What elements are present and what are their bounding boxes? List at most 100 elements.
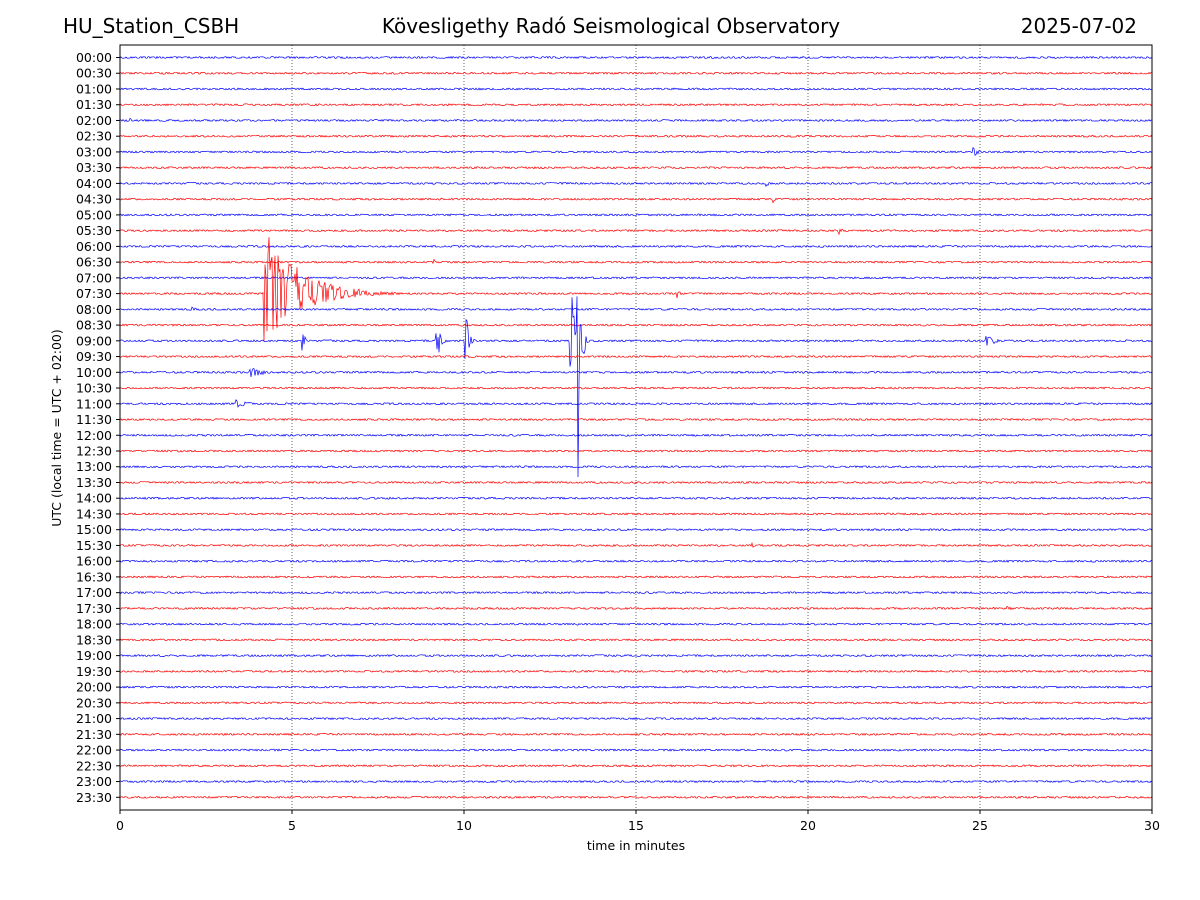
y-axis-ticks: 00:0000:3001:0001:3002:0002:3003:0003:30… [76,50,120,805]
trace-1100 [119,399,1153,408]
trace-0200 [119,117,1153,123]
trace-1630 [119,575,1153,579]
trace-2130 [119,732,1153,736]
trace-0330 [119,166,1153,170]
y-tick-label: 20:30 [76,695,112,710]
trace-1800 [120,622,1153,626]
trace-1930 [119,669,1153,673]
y-tick-label: 03:00 [76,144,112,159]
y-tick-label: 00:00 [76,50,112,65]
x-tick-label: 30 [1144,818,1160,833]
y-tick-label: 03:30 [76,160,112,175]
trace-0630 [120,258,1153,265]
y-tick-label: 14:00 [76,491,112,506]
x-tick-label: 25 [972,818,988,833]
x-tick-label: 20 [800,818,816,833]
trace-1430 [119,512,1152,516]
y-tick-label: 21:00 [76,711,112,726]
trace-2200 [119,748,1153,752]
trace-0100 [119,87,1153,91]
y-tick-label: 13:30 [76,475,112,490]
trace-1730 [120,605,1153,611]
y-tick-label: 02:30 [76,129,112,144]
y-tick-label: 19:30 [76,664,112,679]
y-tick-label: 12:30 [76,444,112,459]
trace-1130 [119,417,1153,422]
trace-1830 [119,638,1153,642]
y-tick-label: 09:00 [76,333,112,348]
trace-1200 [119,433,1153,437]
y-tick-label: 05:30 [76,223,112,238]
x-tick-label: 0 [116,818,124,833]
trace-2230 [119,764,1153,768]
trace-0500 [119,213,1153,217]
trace-2300 [119,779,1153,784]
trace-1500 [119,528,1153,532]
y-tick-label: 04:00 [76,176,112,191]
y-tick-label: 07:00 [76,270,112,285]
trace-0230 [119,134,1153,138]
trace-1900 [119,653,1152,658]
y-tick-label: 12:00 [76,428,112,443]
y-tick-label: 20:00 [76,680,112,695]
x-tick-label: 5 [288,818,296,833]
trace-0800 [120,306,1153,311]
y-tick-label: 07:30 [76,286,112,301]
x-axis-label: time in minutes [587,838,685,853]
trace-0300 [119,147,1153,156]
trace-1030 [119,386,1153,390]
trace-0930 [119,355,1153,359]
y-tick-label: 18:00 [76,617,112,632]
y-tick-label: 17:30 [76,601,112,616]
y-tick-label: 23:30 [76,790,112,805]
trace-1600 [119,559,1153,563]
y-tick-label: 21:30 [76,727,112,742]
trace-1400 [119,496,1153,500]
y-tick-label: 09:30 [76,349,112,364]
y-tick-label: 19:00 [76,648,112,663]
trace-0530 [119,228,1153,236]
trace-0830 [119,323,1153,327]
y-tick-label: 02:00 [76,113,112,128]
trace-0430 [119,197,1153,204]
y-tick-label: 11:30 [76,412,112,427]
trace-1000 [119,368,1153,378]
y-tick-label: 10:00 [76,365,112,380]
y-tick-label: 08:00 [76,302,112,317]
trace-1230 [119,449,1153,453]
y-tick-label: 23:00 [76,774,112,789]
record-date: 2025-07-02 [1020,14,1137,38]
y-tick-label: 18:30 [76,632,112,647]
trace-0400 [119,181,1153,187]
y-tick-label: 16:00 [76,554,112,569]
trace-0130 [119,103,1153,107]
y-tick-label: 15:30 [76,538,112,553]
trace-0000 [119,55,1153,60]
y-tick-label: 06:00 [76,239,112,254]
y-tick-label: 15:00 [76,522,112,537]
trace-1300 [119,465,1153,469]
y-tick-label: 22:30 [76,758,112,773]
x-tick-label: 10 [456,818,472,833]
trace-1330 [119,480,1153,485]
y-tick-label: 11:00 [76,396,112,411]
trace-0900 [120,296,1153,478]
trace-1530 [119,541,1153,548]
y-tick-label: 13:00 [76,459,112,474]
y-tick-label: 10:30 [76,381,112,396]
y-tick-label: 14:30 [76,506,112,521]
observatory-title: Kövesligethy Radó Seismological Observat… [381,14,841,38]
trace-2100 [119,717,1153,721]
y-axis-label: UTC (local time = UTC + 02:00) [49,329,64,527]
y-tick-label: 00:30 [76,66,112,81]
x-tick-label: 15 [628,818,644,833]
y-tick-label: 01:00 [76,81,112,96]
trace-2000 [119,685,1153,689]
trace-0600 [120,244,1153,249]
y-tick-label: 04:30 [76,192,112,207]
seismic-traces [119,55,1153,799]
y-tick-label: 08:30 [76,318,112,333]
trace-2030 [119,701,1153,705]
trace-1700 [119,591,1153,595]
